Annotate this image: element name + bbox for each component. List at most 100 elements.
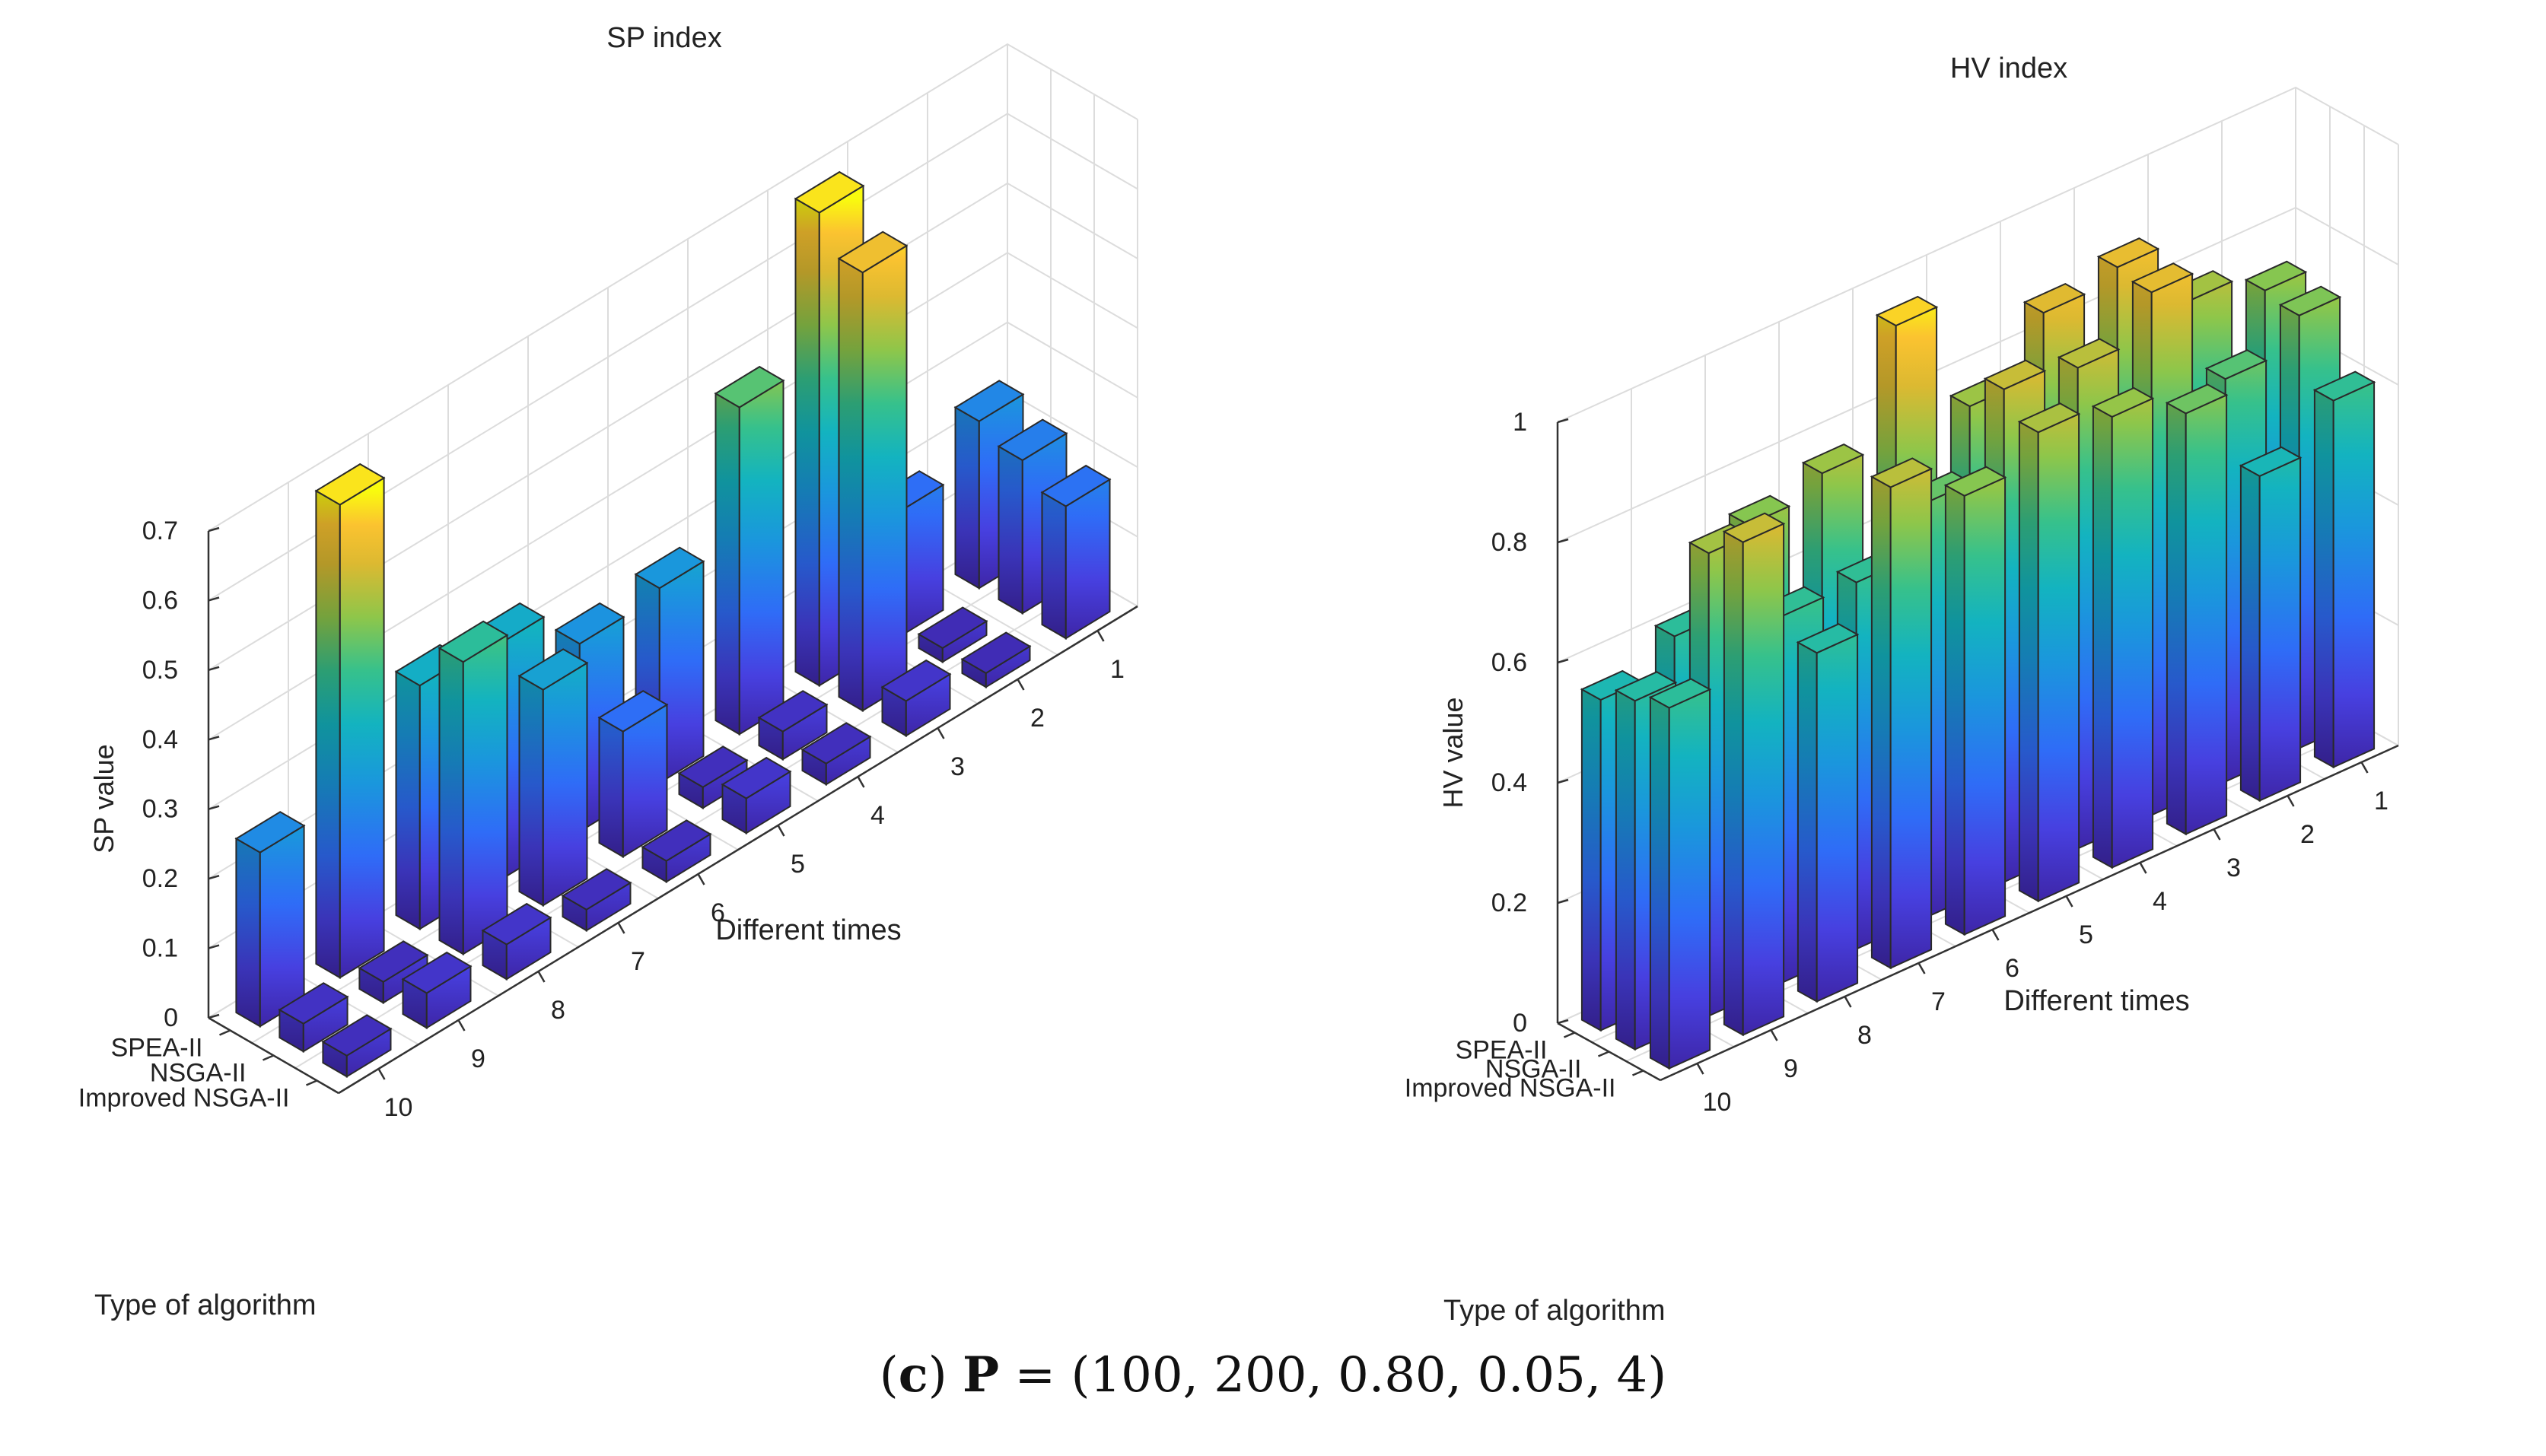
bar-side-face xyxy=(2239,464,2261,803)
bar-top-face xyxy=(1040,464,1112,507)
z-tick-label: 0.4 xyxy=(1491,768,1527,797)
bar-side-face xyxy=(1797,641,1818,1003)
bar-nsga-ii-time-4 xyxy=(757,690,829,761)
z-tick xyxy=(1557,538,1569,544)
bar-nsga-ii-time-7 xyxy=(517,648,589,907)
bar-top-face xyxy=(997,418,1068,462)
bar-top-face xyxy=(880,659,952,702)
y-tick-label: NSGA-II xyxy=(1485,1055,1582,1084)
z-gridline xyxy=(1557,86,2399,423)
bar-improved-nsga-ii-time-8 xyxy=(1796,623,1860,1003)
bar-front-face xyxy=(2332,380,2376,769)
bar-nsga-ii-time-5 xyxy=(677,745,749,809)
bar-top-face xyxy=(960,631,1032,675)
z-gridline xyxy=(208,252,1138,741)
x-tick-label: 10 xyxy=(384,1093,413,1122)
bar-top-face xyxy=(1722,512,1786,543)
bar-front-face xyxy=(738,379,784,736)
bar-side-face xyxy=(1041,491,1067,640)
bar-side-face xyxy=(1649,695,1670,1070)
bar-top-face xyxy=(1801,443,1865,475)
y-tick xyxy=(1598,1051,1609,1057)
bar-front-face xyxy=(1065,478,1111,640)
bar-front-face xyxy=(542,661,588,907)
y-axis-label: Type of algorithm xyxy=(94,1289,316,1321)
bar-top-face xyxy=(2096,237,2160,269)
x-tick-label: 5 xyxy=(791,850,805,879)
bar-top-face xyxy=(321,1014,393,1057)
bar-top-face xyxy=(278,982,349,1025)
bar-front-face xyxy=(2037,412,2080,903)
z-tick-label: 0.6 xyxy=(1491,648,1527,677)
bar-improved-nsga-ii-time-4 xyxy=(2091,386,2155,869)
bar-side-face xyxy=(315,489,341,979)
bar-improved-nsga-ii-time-2 xyxy=(2239,446,2303,803)
y-tick xyxy=(1564,1032,1575,1038)
bar-side-face xyxy=(1944,484,1965,936)
bar-top-face xyxy=(634,546,705,590)
x-axis-line xyxy=(338,605,1138,1095)
bar-side-face xyxy=(1870,475,1892,970)
bar-nsga-ii-time-3 xyxy=(837,230,909,712)
bar-top-face xyxy=(2022,282,2086,314)
bar-improved-nsga-ii-time-9 xyxy=(401,951,473,1029)
bar-spea-ii-time-4 xyxy=(714,365,785,736)
bar-improved-nsga-ii-time-6 xyxy=(641,819,712,883)
z-tick-label: 1 xyxy=(1513,408,1527,437)
z-gridline xyxy=(208,113,1138,602)
z-tick-label: 0.6 xyxy=(142,586,178,615)
bar-top-face xyxy=(2017,402,2081,434)
x-tick-label: 3 xyxy=(2226,854,2241,882)
x-tick xyxy=(1696,1063,1704,1075)
bar-front-face xyxy=(1668,688,1711,1070)
x-tick-label: 6 xyxy=(711,898,725,927)
x-tick xyxy=(1770,1029,1778,1041)
bar-front-face xyxy=(339,476,385,979)
z-tick xyxy=(208,1013,220,1019)
x-tick xyxy=(1017,679,1025,691)
x-tick-label: 7 xyxy=(1931,987,1946,1016)
bar-improved-nsga-ii-time-2 xyxy=(960,631,1032,688)
z-gridline xyxy=(1557,206,2399,543)
y-tick-label: Improved NSGA-II xyxy=(78,1084,290,1113)
chart-title: HV index xyxy=(1950,52,2067,84)
x-tick xyxy=(457,1019,466,1032)
y-tick xyxy=(219,1029,231,1036)
x-tick-label: 7 xyxy=(631,947,645,976)
bar-front-face xyxy=(1742,522,1785,1037)
bar-improved-nsga-ii-time-5 xyxy=(2017,402,2081,903)
bar-front-face xyxy=(462,634,508,955)
bar-side-face xyxy=(1580,688,1602,1032)
x-tick-label: 6 xyxy=(2005,954,2019,983)
bar-top-face xyxy=(2057,338,2121,369)
bar-side-face xyxy=(1615,688,1636,1051)
z-tick xyxy=(208,596,220,602)
bar-top-face xyxy=(917,606,988,650)
bar-improved-nsga-ii-time-8 xyxy=(481,902,552,981)
x-tick xyxy=(1991,929,2000,941)
bar-side-face xyxy=(395,670,421,930)
x-tick-label: 1 xyxy=(1110,655,1125,684)
bar-side-face xyxy=(954,405,980,590)
bar-improved-nsga-ii-time-10 xyxy=(1648,678,1712,1070)
floor-gridline xyxy=(687,725,819,802)
z-axis-label: HV value xyxy=(1437,697,1469,808)
x-tick xyxy=(777,825,785,837)
bar-improved-nsga-ii-time-9 xyxy=(1722,512,1786,1037)
floor-gridline xyxy=(288,968,419,1045)
bar-top-face xyxy=(677,745,749,788)
bar-top-face xyxy=(517,648,589,691)
bar-spea-ii-time-9 xyxy=(314,463,386,979)
z-tick-label: 0 xyxy=(164,1003,178,1032)
bar-front-face xyxy=(861,244,908,712)
x-tick xyxy=(937,727,945,739)
z-tick-label: 0.8 xyxy=(1491,528,1527,557)
z-tick-label: 0.3 xyxy=(142,795,178,824)
bar-nsga-ii-time-6 xyxy=(597,690,669,858)
bar-top-face xyxy=(2165,383,2229,415)
bars xyxy=(234,170,1112,1078)
x-tick-label: 9 xyxy=(1784,1054,1798,1083)
z-tick xyxy=(208,736,220,741)
bar-front-face xyxy=(2185,393,2228,836)
z-gridline xyxy=(208,182,1138,671)
